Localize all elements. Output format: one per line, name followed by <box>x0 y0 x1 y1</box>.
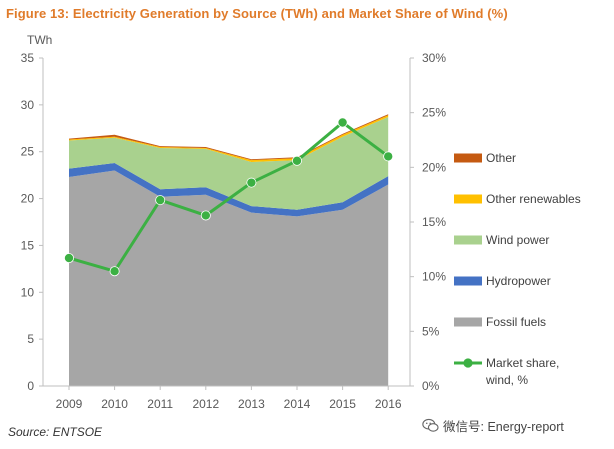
legend-market-share-wind-label: Market share, wind, % <box>485 356 559 387</box>
x-tick-label: 2009 <box>56 397 83 411</box>
market-share-series-line <box>68 121 390 273</box>
y-right-tick-label: 30% <box>422 51 446 65</box>
legend-other-renewables-label: Other renewables <box>486 192 581 206</box>
y-axis-left-label: TWh <box>27 33 52 47</box>
legend-fossil-fuels-label: Fossil fuels <box>486 315 546 329</box>
y-right-tick-label: 20% <box>422 160 446 174</box>
legend-fossil-fuels-swatch <box>454 317 482 327</box>
y-left-tick-label: 5 <box>27 332 34 346</box>
watermark-text: 微信号: Energy-report <box>443 420 564 434</box>
legend-hydropower-label: Hydropower <box>486 274 551 288</box>
y-right-tick-label: 25% <box>422 106 446 120</box>
x-tick-label: 2013 <box>238 397 265 411</box>
source-note: Source: ENTSOE <box>8 425 103 439</box>
y-left-tick-label: 20 <box>21 192 35 206</box>
market-share-point <box>109 266 120 277</box>
y-left-tick-label: 0 <box>27 379 34 393</box>
legend: Other Other renewables Wind power Hydropowe… <box>454 151 581 387</box>
area-hydropower <box>69 163 389 217</box>
x-tick-label: 2016 <box>375 397 402 411</box>
market-share-point <box>155 195 166 206</box>
legend-wind-power-label: Wind power <box>486 233 549 247</box>
market-share-point <box>200 210 211 221</box>
legend-wind-power-swatch <box>454 235 482 245</box>
y-right-tick-label: 0% <box>422 379 440 393</box>
x-tick-label: 2011 <box>147 397 173 411</box>
legend-other-renewables-swatch <box>454 194 482 204</box>
market-share-point <box>291 155 302 166</box>
market-share-point <box>337 117 348 128</box>
legend-market-share-wind-marker <box>463 358 473 368</box>
market-share-point <box>246 177 257 188</box>
y-left-tick-label: 35 <box>21 51 35 65</box>
y-left-tick-label: 30 <box>21 98 35 112</box>
y-right-tick-label: 15% <box>422 215 446 229</box>
x-tick-label: 2014 <box>284 397 311 411</box>
legend-hydropower-swatch <box>454 276 482 286</box>
legend-other-swatch <box>454 153 482 163</box>
x-tick-label: 2012 <box>192 397 219 411</box>
wechat-icon <box>422 418 439 432</box>
y-right-tick-label: 10% <box>422 270 446 284</box>
legend-other-label: Other <box>486 151 516 165</box>
watermark: 微信号: Energy-report <box>422 416 564 435</box>
area-fossil-fuels <box>69 170 389 386</box>
y-right-tick-label: 5% <box>422 324 440 338</box>
area-wind-power <box>69 117 389 210</box>
x-tick-label: 2015 <box>329 397 356 411</box>
stacked-areas <box>69 114 389 386</box>
market-share-point <box>383 151 394 162</box>
y-left-tick-label: 10 <box>21 285 35 299</box>
x-tick-label: 2010 <box>101 397 128 411</box>
axes: TWh 0 5 10 15 20 25 30 35 0% 5% 10% 15% 20% 25% 30% 2009… <box>21 33 447 411</box>
y-left-tick-label: 25 <box>21 145 35 159</box>
chart-title: Figure 13: Electricity Generation by Sou… <box>6 6 508 21</box>
y-left-tick-label: 15 <box>21 238 35 252</box>
market-share-line <box>64 117 394 277</box>
market-share-point <box>64 253 75 264</box>
